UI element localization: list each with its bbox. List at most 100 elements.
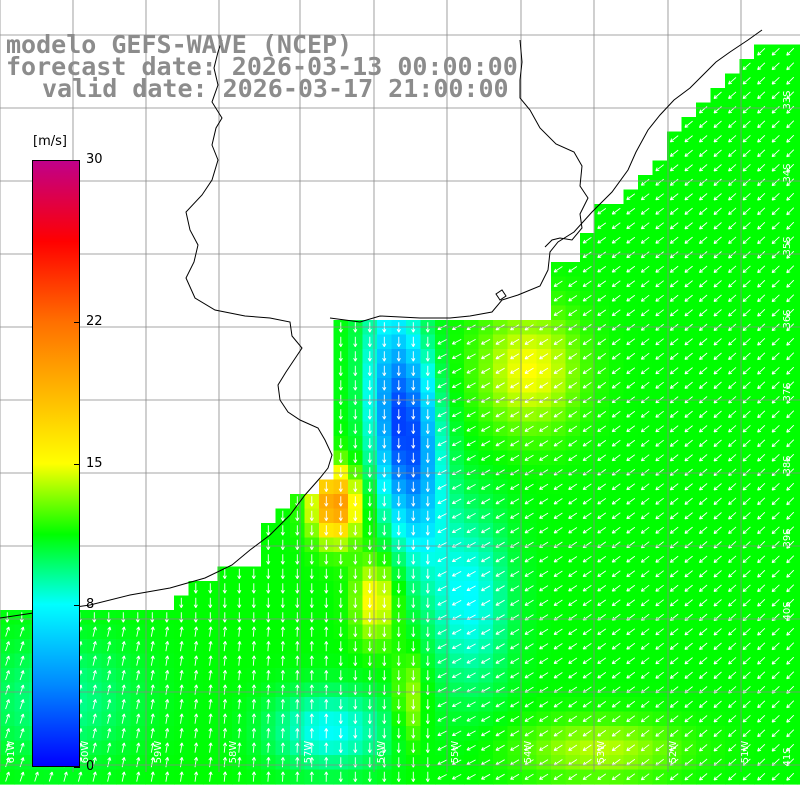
wind-arrow (655, 265, 664, 273)
wind-arrow (193, 583, 198, 594)
wind-arrow (640, 715, 650, 723)
wind-arrow (295, 612, 300, 623)
wind-arrow (481, 353, 491, 360)
wind-arrow (107, 684, 112, 695)
wind-arrow (684, 642, 693, 650)
wind-arrow (495, 483, 505, 490)
wind-arrow (382, 670, 387, 681)
wind-arrow (713, 657, 722, 665)
wind-arrow (728, 570, 737, 578)
title-model: modelo GEFS-WAVE (NCEP) (6, 30, 353, 59)
wind-arrow (295, 670, 300, 681)
wind-arrow (437, 585, 447, 592)
wind-arrow (669, 526, 679, 534)
wind-arrow (425, 467, 430, 478)
wind-arrow (510, 701, 520, 708)
wind-arrow (669, 454, 679, 462)
wind-arrow (367, 612, 372, 623)
wind-arrow (222, 568, 227, 580)
wind-arrow (786, 743, 795, 752)
wind-arrow (510, 338, 520, 345)
wind-arrow (539, 454, 549, 461)
wind-arrow (165, 771, 170, 782)
wind-arrow (640, 381, 650, 389)
wind-arrow (510, 483, 520, 490)
wind-arrow (597, 715, 607, 723)
wind-arrow (539, 556, 549, 563)
wind-arrow (728, 178, 737, 187)
wind-arrow (280, 612, 285, 623)
wind-arrow (757, 584, 766, 593)
wind-arrow (539, 570, 549, 577)
wind-arrow (771, 47, 780, 56)
wind-arrow (396, 481, 401, 493)
wind-arrow (19, 728, 25, 739)
wind-arrow (107, 742, 112, 753)
wind-arrow (786, 47, 795, 56)
wind-arrow (640, 657, 650, 665)
wind-arrow (539, 425, 549, 432)
wind-arrow (295, 728, 300, 739)
wind-arrow (771, 105, 780, 114)
wind-arrow (640, 584, 650, 592)
wind-arrow (466, 368, 476, 374)
wind-arrow (539, 657, 549, 664)
wind-arrow (222, 626, 228, 637)
wind-arrow (136, 699, 141, 710)
wind-arrow (640, 700, 650, 708)
wind-arrow (437, 426, 447, 432)
wind-arrow (338, 525, 343, 536)
wind-arrow (425, 336, 430, 348)
wind-arrow (582, 266, 592, 273)
wind-arrow (382, 655, 387, 667)
wind-arrow (698, 555, 708, 563)
wind-arrow (121, 626, 126, 637)
wind-arrow (208, 626, 213, 637)
wind-arrow (451, 368, 462, 374)
wind-arrow (728, 584, 737, 593)
wind-arrow (582, 237, 592, 244)
wind-arrow (698, 280, 708, 288)
wind-arrow (597, 411, 607, 418)
wind-arrow (524, 498, 534, 505)
wind-cell (797, 73, 800, 89)
wind-arrow (222, 655, 228, 666)
wind-arrow (237, 742, 242, 753)
wind-arrow (771, 192, 780, 201)
wind-arrow (742, 135, 751, 143)
wind-arrow (728, 367, 737, 375)
wind-arrow (309, 771, 314, 782)
wind-arrow (713, 512, 722, 520)
wind-arrow (136, 742, 141, 753)
longitude-label: 55W (450, 741, 461, 764)
wind-arrow (757, 163, 766, 172)
wind-arrow (396, 612, 401, 623)
wind-arrow (757, 729, 766, 738)
wind-arrow (611, 381, 621, 389)
wind-arrow (251, 568, 256, 580)
wind-arrow (495, 425, 505, 432)
wind-arrow (309, 655, 314, 666)
wind-arrow (611, 265, 621, 273)
wind-arrow (208, 713, 213, 724)
wind-arrow (524, 628, 534, 635)
wind-arrow (611, 599, 621, 607)
wind-arrow (742, 497, 751, 506)
wind-arrow (582, 744, 592, 752)
wind-arrow (19, 699, 25, 710)
wind-arrow (338, 452, 343, 464)
wind-arrow (786, 149, 795, 158)
wind-arrow (324, 612, 329, 623)
wind-arrow (222, 728, 228, 739)
wind-arrow (150, 757, 155, 768)
wind-arrow (626, 526, 636, 534)
wind-arrow (698, 367, 708, 375)
wind-arrow (698, 773, 708, 781)
wind-arrow (481, 338, 491, 345)
wind-arrow (411, 670, 416, 681)
wind-arrow (237, 684, 242, 695)
wind-arrow (367, 655, 372, 667)
wind-arrow (396, 336, 401, 348)
wind-arrow (713, 642, 722, 650)
wind-arrow (698, 236, 708, 244)
